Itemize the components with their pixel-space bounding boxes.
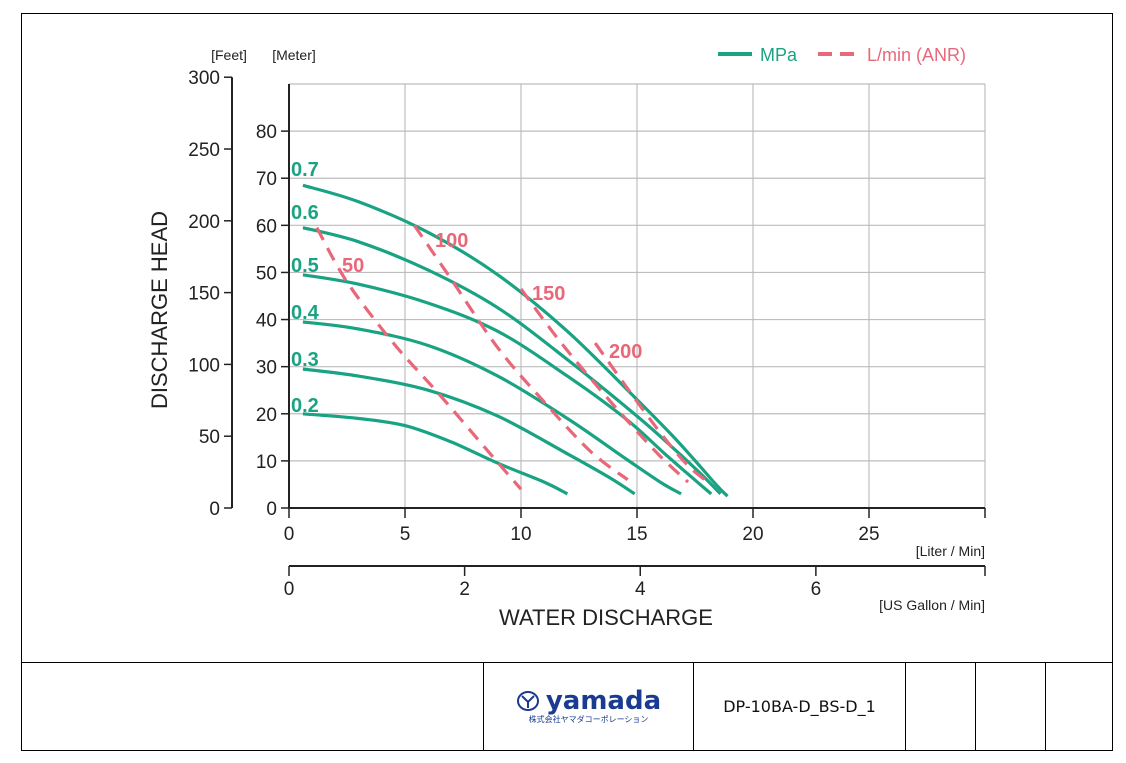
feet-tick-label: 0 bbox=[209, 499, 220, 520]
gallon-tick-label: 0 bbox=[284, 579, 295, 600]
feet-tick-label: 150 bbox=[188, 284, 220, 305]
feet-unit-label: [Feet] bbox=[211, 47, 247, 63]
gallon-tick-label: 2 bbox=[459, 579, 470, 600]
curve-label-0.3: 0.3 bbox=[291, 349, 319, 371]
liter-tick-label: 25 bbox=[858, 524, 879, 545]
curve-label-150: 150 bbox=[532, 283, 565, 305]
document-code: DP-10BA-D_BS-D_1 bbox=[693, 663, 905, 751]
meter-tick-label: 50 bbox=[256, 263, 277, 284]
liter-tick-label: 20 bbox=[742, 524, 763, 545]
curve-label-0.4: 0.4 bbox=[291, 302, 320, 324]
legend-label-mpa: MPa bbox=[760, 45, 798, 65]
yamada-emblem-icon bbox=[516, 691, 539, 711]
liter-tick-label: 0 bbox=[284, 524, 295, 545]
curve-label-0.6: 0.6 bbox=[291, 202, 319, 224]
pressure-curve-0.2 bbox=[302, 412, 569, 496]
pressure-curve-0.4 bbox=[302, 320, 682, 496]
meter-tick-label: 20 bbox=[256, 405, 277, 426]
page-frame bbox=[21, 13, 1113, 751]
pressure-curve-0.7 bbox=[302, 183, 729, 498]
pressure-curve-0.6 bbox=[302, 226, 722, 496]
meter-tick-label: 40 bbox=[256, 311, 277, 332]
liter-unit-label: [Liter / Min] bbox=[916, 543, 985, 559]
pump-performance-chart: 01020304050607080050100150200250300[Feet… bbox=[147, 45, 986, 630]
liter-tick-label: 10 bbox=[510, 524, 531, 545]
meter-tick-label: 70 bbox=[256, 169, 277, 190]
curve-label-50: 50 bbox=[342, 255, 364, 277]
curve-label-0.2: 0.2 bbox=[291, 395, 319, 417]
gallon-tick-label: 4 bbox=[635, 579, 646, 600]
logo-wordmark: yamada bbox=[545, 686, 662, 716]
feet-tick-label: 200 bbox=[188, 212, 220, 233]
feet-tick-label: 250 bbox=[188, 140, 220, 161]
curve-label-0.7: 0.7 bbox=[291, 159, 319, 181]
y-axis-title: DISCHARGE HEAD bbox=[147, 211, 172, 409]
feet-tick-label: 50 bbox=[199, 427, 220, 448]
gallon-unit-label: [US Gallon / Min] bbox=[879, 597, 985, 613]
liter-tick-label: 5 bbox=[400, 524, 411, 545]
airflow-line-50 bbox=[315, 226, 523, 491]
feet-tick-label: 300 bbox=[188, 68, 220, 89]
meter-tick-label: 0 bbox=[266, 499, 277, 520]
curve-label-100: 100 bbox=[435, 230, 468, 252]
blank-cell bbox=[905, 663, 975, 751]
airflow-line-100 bbox=[412, 224, 629, 481]
gallon-tick-label: 6 bbox=[811, 579, 822, 600]
meter-tick-label: 80 bbox=[256, 122, 277, 143]
meter-tick-label: 30 bbox=[256, 358, 277, 379]
feet-tick-label: 100 bbox=[188, 355, 220, 376]
airflow-line-200 bbox=[593, 342, 713, 486]
logo-subtitle: 株式会社ヤマダコーポレーション bbox=[528, 715, 649, 724]
pressure-curve-0.5 bbox=[302, 273, 713, 496]
pressure-curve-0.3 bbox=[302, 367, 636, 496]
liter-tick-label: 15 bbox=[626, 524, 647, 545]
company-logo: yamada 株式会社ヤマダコーポレーション bbox=[483, 663, 693, 751]
legend-label-lmin: L/min (ANR) bbox=[867, 45, 966, 65]
airflow-line-150 bbox=[519, 287, 690, 484]
curve-label-200: 200 bbox=[609, 341, 642, 363]
meter-tick-label: 60 bbox=[256, 216, 277, 237]
meter-unit-label: [Meter] bbox=[272, 47, 316, 63]
blank-cell bbox=[1045, 663, 1113, 751]
meter-tick-label: 10 bbox=[256, 452, 277, 473]
blank-cell bbox=[975, 663, 1045, 751]
title-block: yamada 株式会社ヤマダコーポレーション DP-10BA-D_BS-D_1 bbox=[21, 662, 1113, 751]
curve-label-0.5: 0.5 bbox=[291, 255, 319, 277]
x-axis-title: WATER DISCHARGE bbox=[499, 605, 713, 630]
